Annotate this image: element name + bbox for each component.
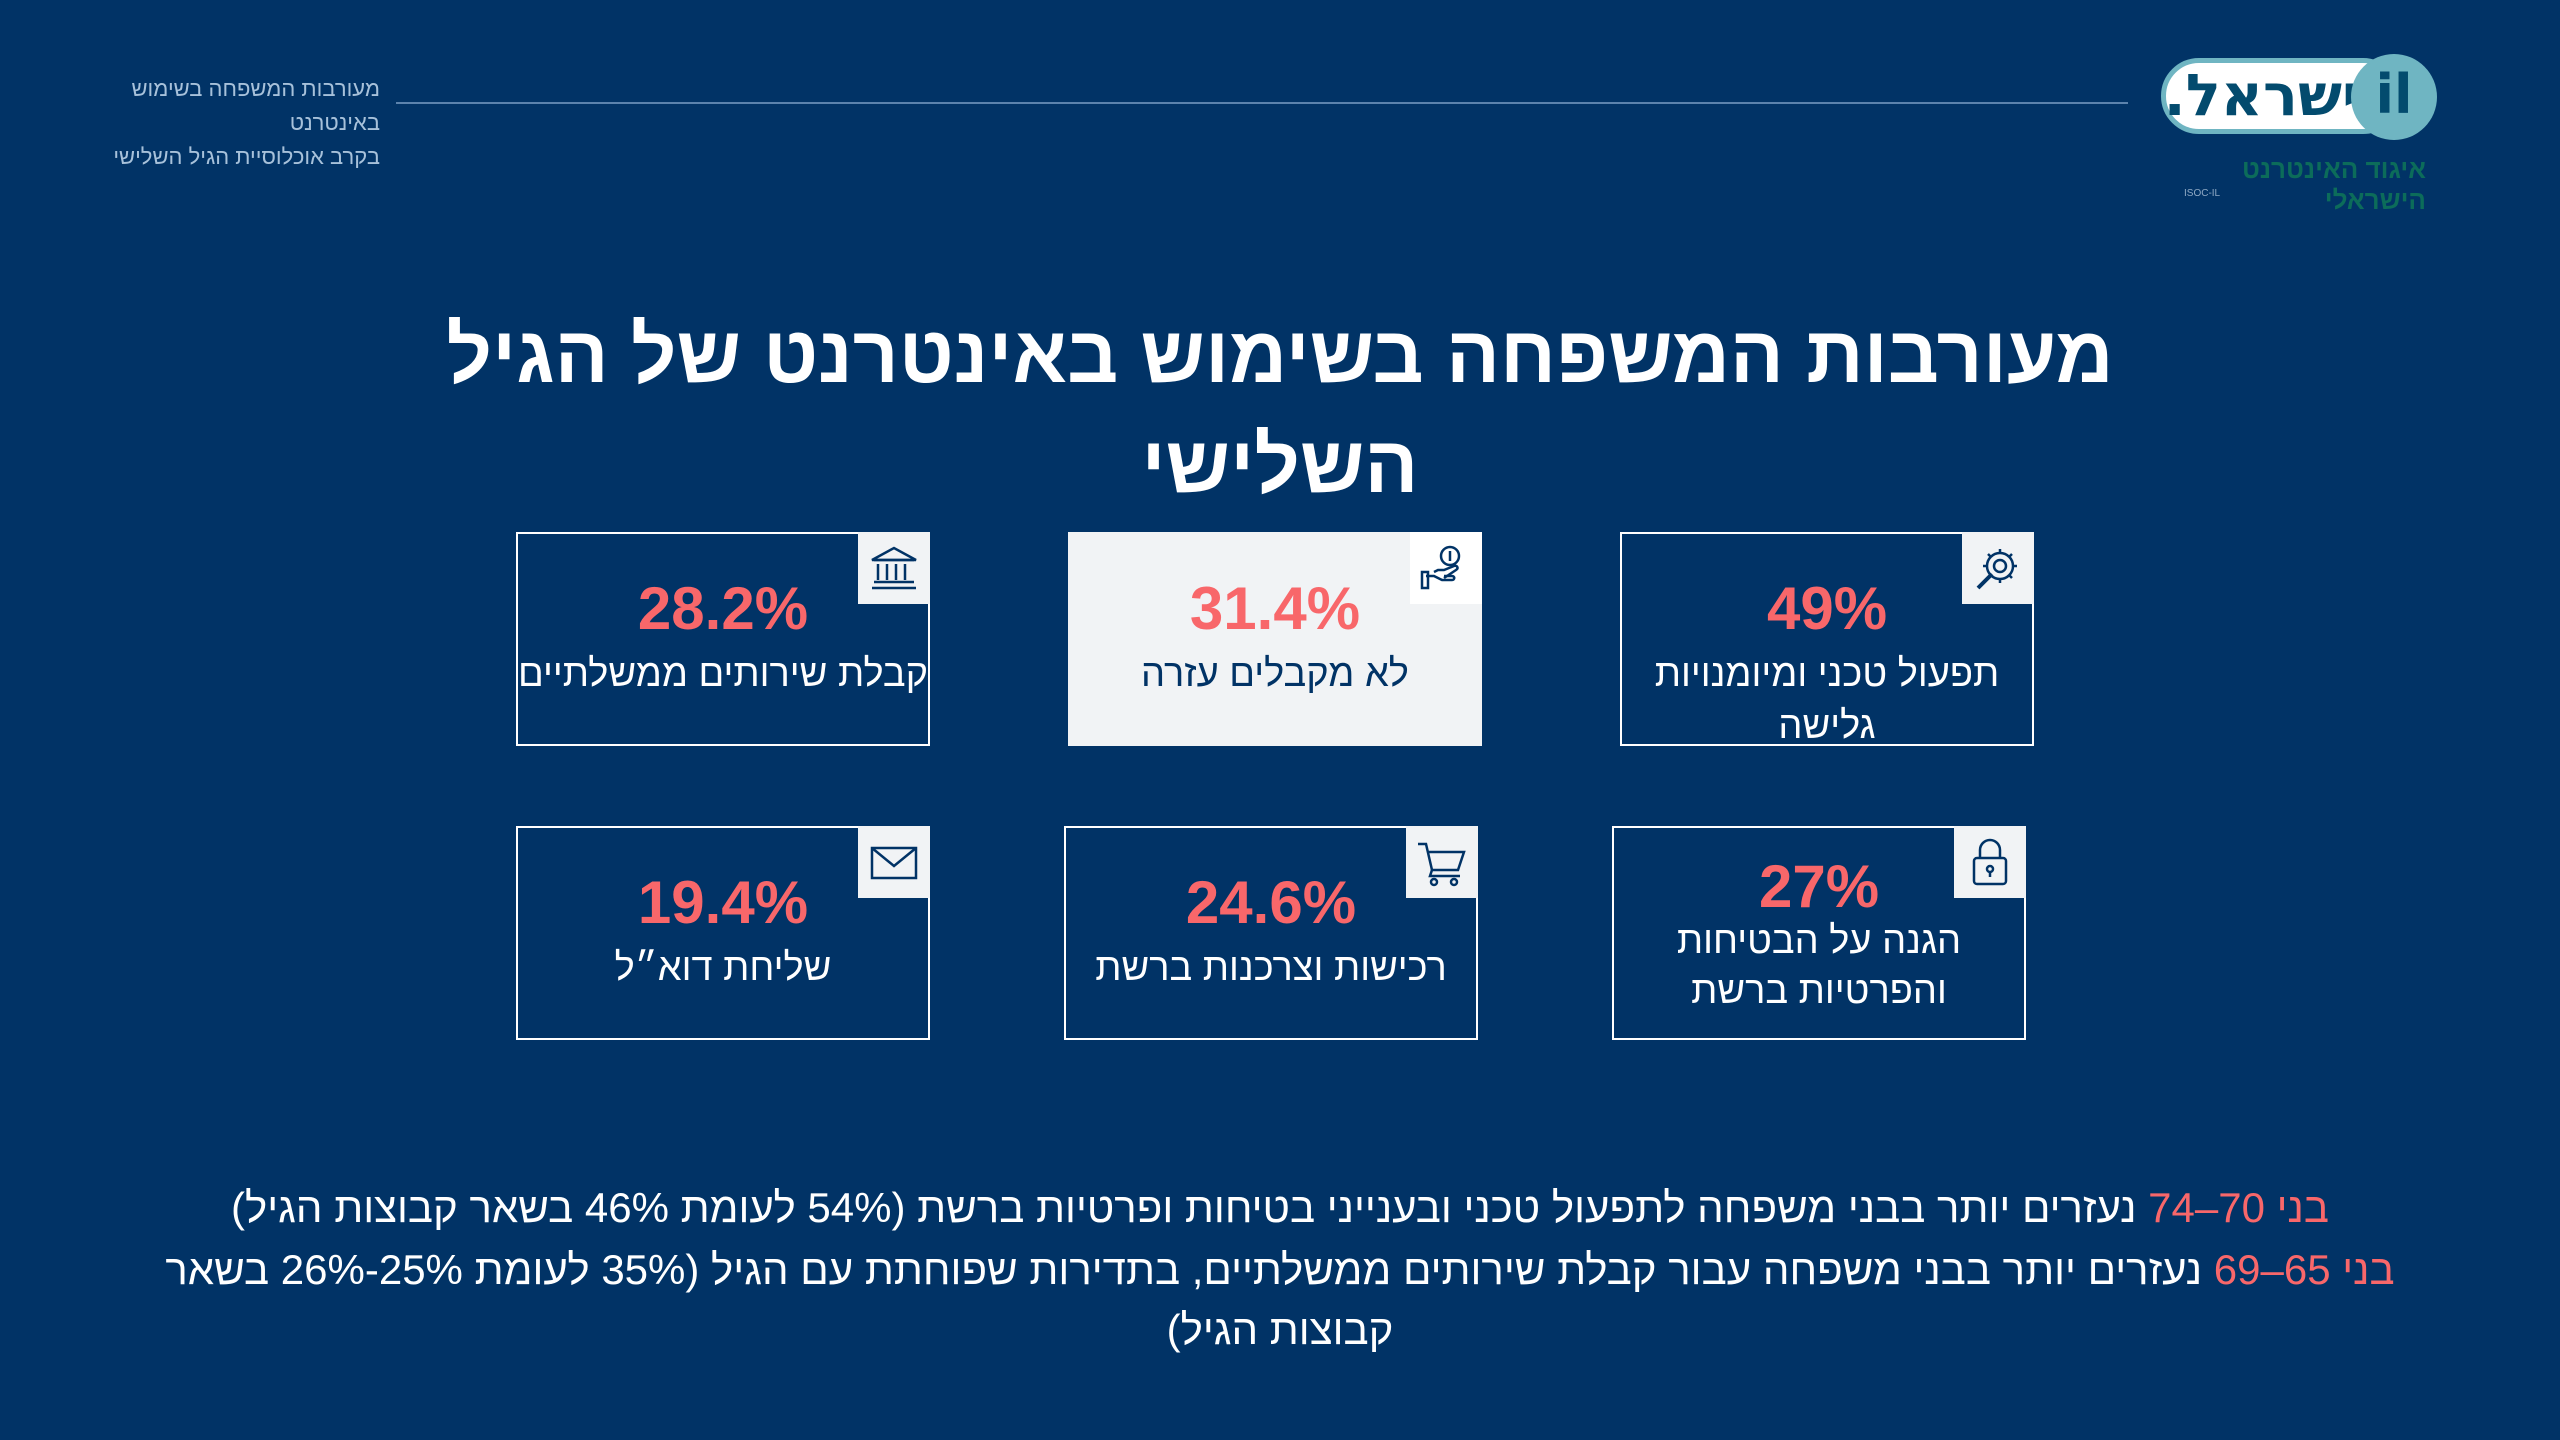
note-text: נעזרים יותר בבני משפחה לתפעול טכני ובעני… bbox=[231, 1184, 2137, 1231]
note-age: בני 70–74 bbox=[2148, 1184, 2329, 1231]
note-70-74: בני 70–74 נעזרים יותר בבני משפחה לתפעול … bbox=[100, 1178, 2460, 1238]
stat-label-line2: והפרטיות ברשת bbox=[1691, 970, 1947, 1012]
note-age: בני 65–69 bbox=[2213, 1246, 2395, 1293]
stat-percent: 19.4% bbox=[637, 869, 809, 936]
page-title: מעורבות המשפחה בשימוש באינטרנט של הגיל ה… bbox=[446, 310, 2114, 509]
stat-label: הגנה על הבטיחות והפרטיות ברשת bbox=[1614, 916, 2024, 1016]
logo-small-text: ISOC-IL bbox=[2184, 188, 2221, 199]
stat-card-security: 27% הגנה על הבטיחות והפרטיות ברשת bbox=[1612, 826, 2026, 1040]
logo-text: ישראל. bbox=[2163, 61, 2359, 129]
stat-label: קבלת שירותים ממשלתיים bbox=[517, 653, 928, 695]
header-caption: מעורבות המשפחה בשימוש באינטרנט בקרב אוכל… bbox=[60, 72, 380, 174]
stat-label: לא מקבלים עזרה bbox=[1141, 653, 1409, 695]
header-caption-line1: מעורבות המשפחה בשימוש באינטרנט bbox=[131, 76, 381, 135]
stat-card-government: 28.2% קבלת שירותים ממשלתיים bbox=[516, 532, 930, 746]
logo-org-name: איגוד האינטרנט הישראלי bbox=[2241, 154, 2426, 215]
stat-percent: 24.6% bbox=[1185, 869, 1357, 936]
isoc-logo: ישראל. il bbox=[2155, 52, 2438, 142]
stat-card-email: 19.4% שליחת דוא״ל bbox=[516, 826, 930, 1040]
stat-percent: 31.4% bbox=[1189, 575, 1361, 642]
mail-icon bbox=[858, 826, 930, 898]
stat-card-no-help: 31.4% לא מקבלים עזרה bbox=[1068, 532, 1482, 746]
stat-percent: 27% bbox=[1758, 853, 1880, 920]
note-65-69: בני 65–69 נעזרים יותר בבני משפחה עבור קב… bbox=[100, 1240, 2460, 1360]
lock-icon bbox=[1954, 826, 2026, 898]
logo-tld: il bbox=[2351, 54, 2437, 140]
bank-icon bbox=[858, 532, 930, 604]
header-divider bbox=[396, 102, 2128, 104]
stat-card-technical: 49% תפעול טכני ומיומנויות גלישה bbox=[1620, 532, 2034, 747]
stat-card-shopping: 24.6% רכישות וצרכנות ברשת bbox=[1064, 826, 1478, 1040]
note-text: נעזרים יותר בבני משפחה עבור קבלת שירותים… bbox=[165, 1246, 2203, 1353]
stat-percent: 49% bbox=[1766, 575, 1888, 642]
stat-label: תפעול טכני ומיומנויות גלישה bbox=[1654, 653, 2000, 747]
hand-coin-icon bbox=[1410, 532, 1482, 604]
stat-label: רכישות וצרכנות ברשת bbox=[1095, 947, 1447, 989]
gear-wrench-icon bbox=[1962, 532, 2034, 604]
stat-label: שליחת דוא״ל bbox=[614, 947, 832, 989]
stat-percent: 28.2% bbox=[637, 575, 809, 642]
cart-icon bbox=[1406, 826, 1478, 898]
stat-label-line1: הגנה על הבטיחות bbox=[1676, 920, 1962, 962]
header-caption-line2: בקרב אוכלוסיית הגיל השלישי bbox=[113, 144, 380, 169]
